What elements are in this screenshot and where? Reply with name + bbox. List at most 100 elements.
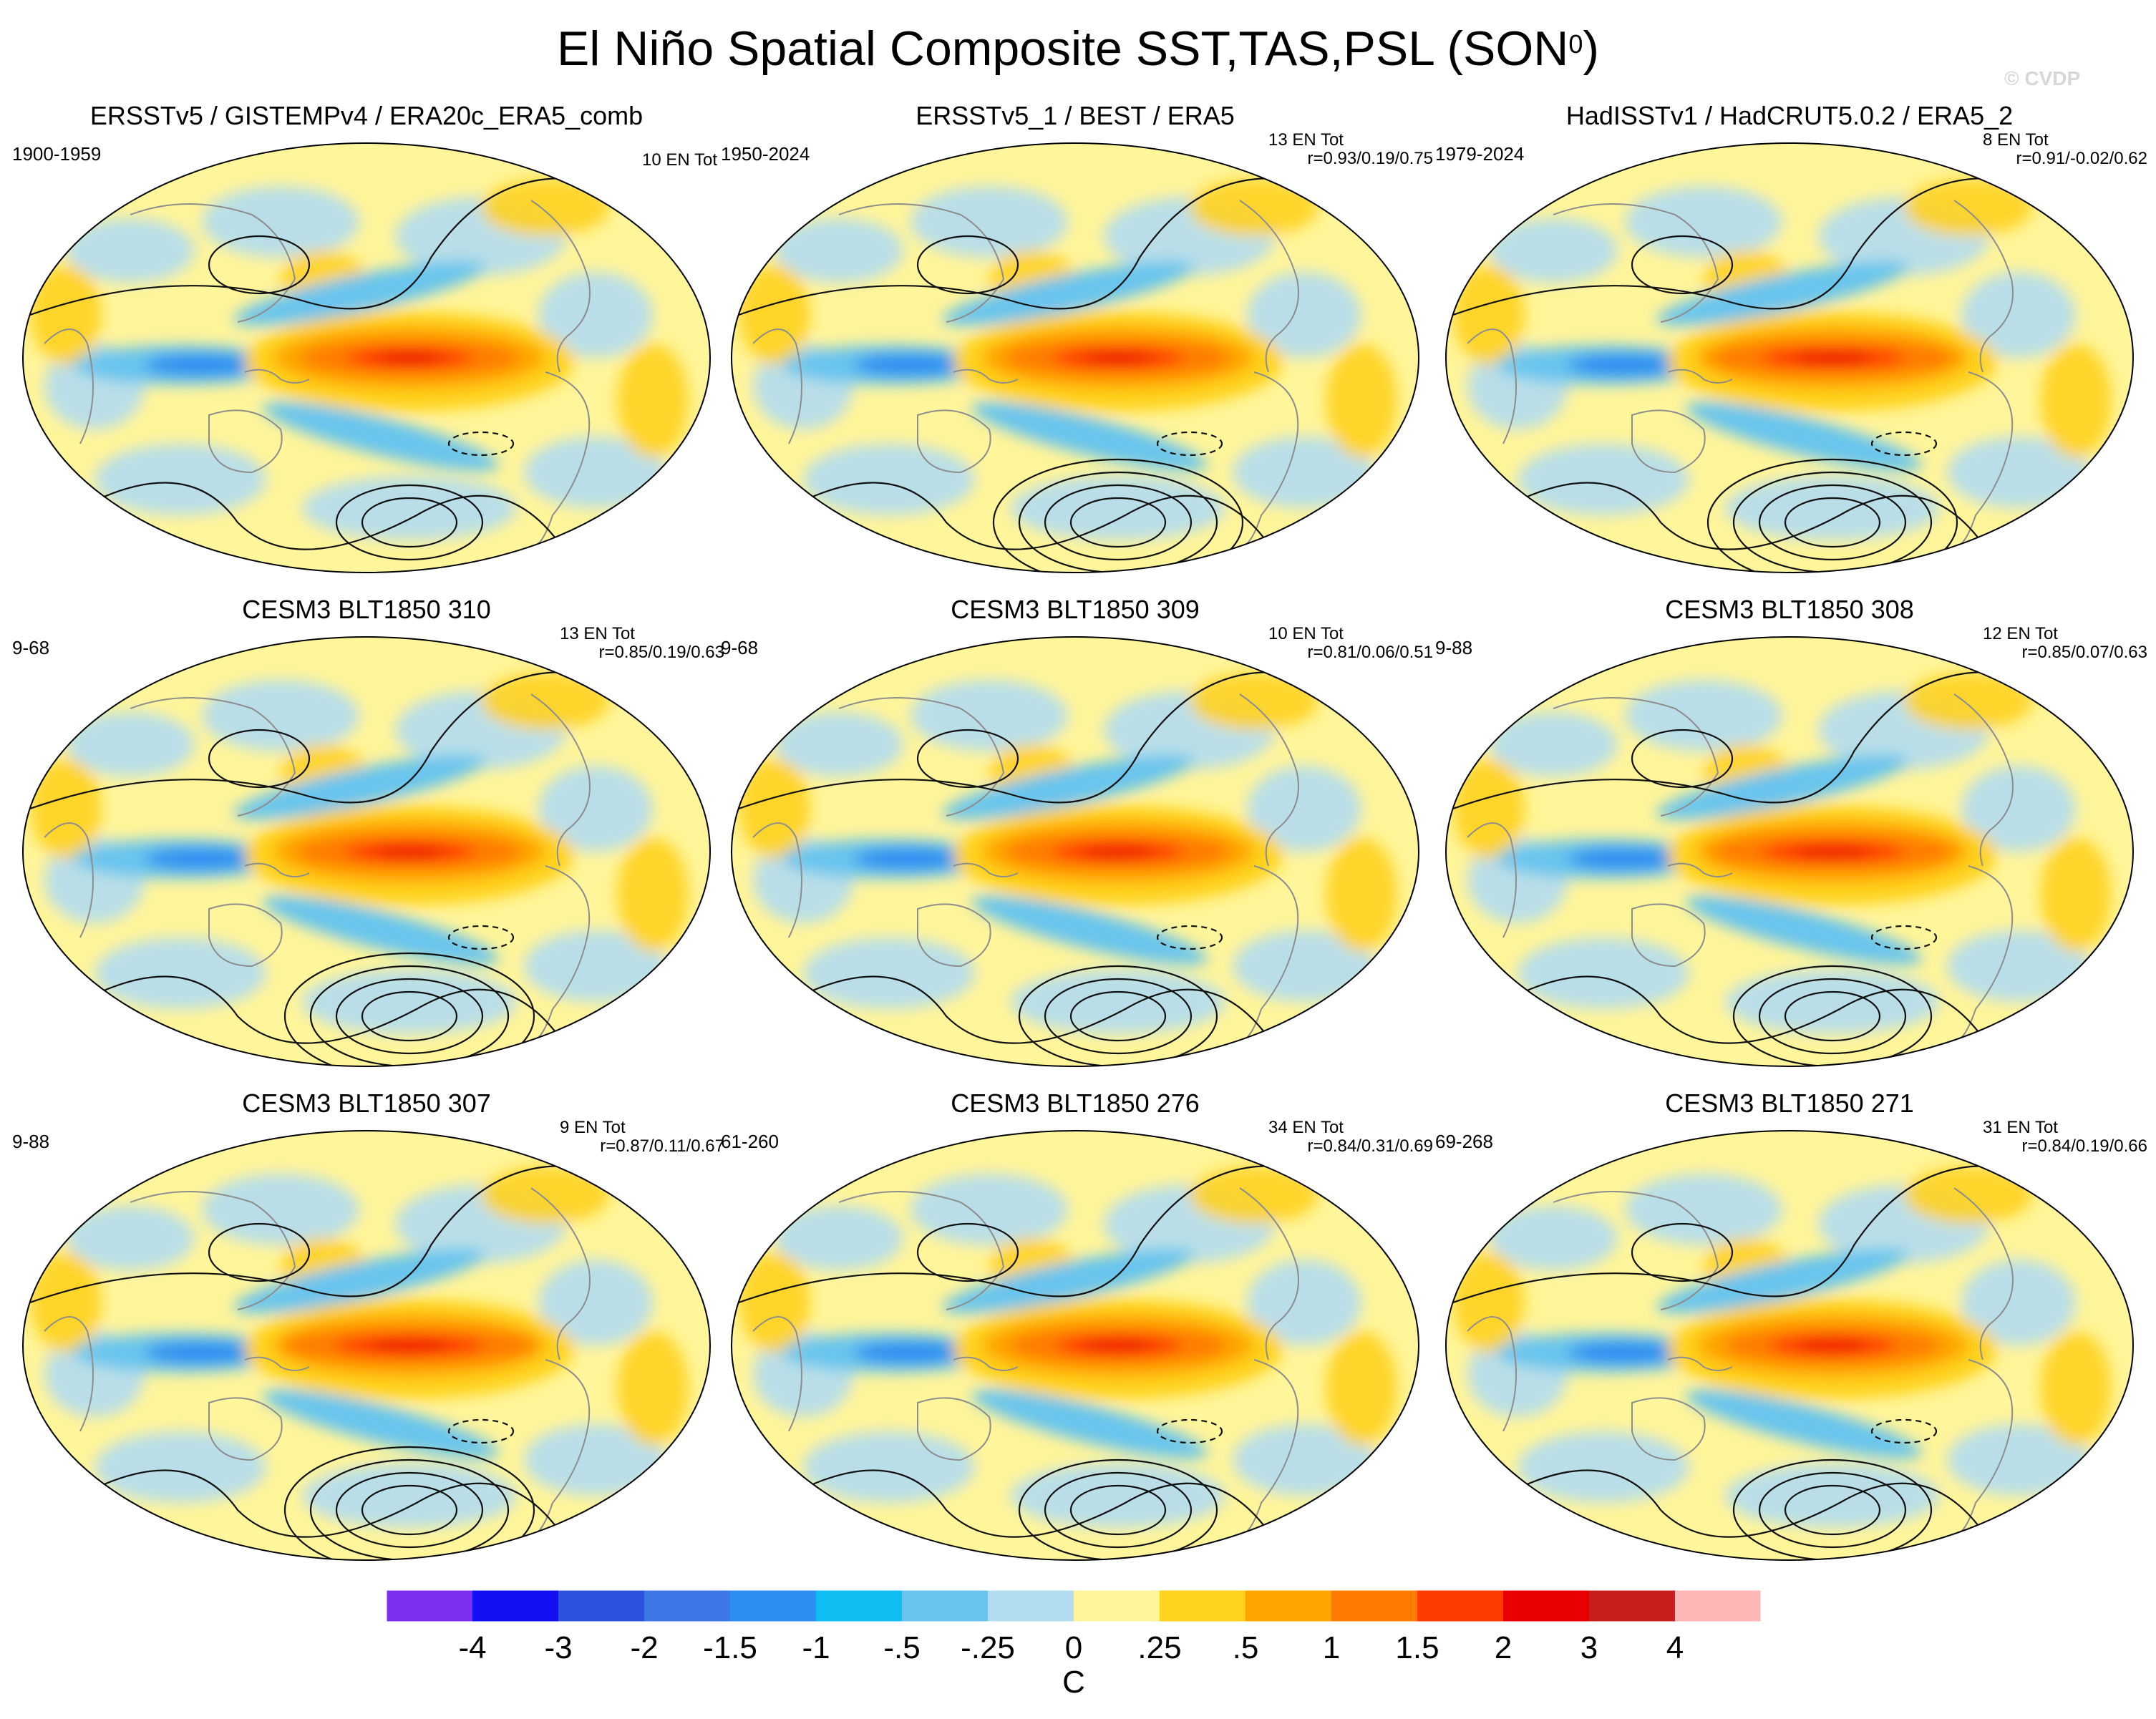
colorbar-tick-label: 3 [1580,1630,1598,1665]
coastline [1961,1359,2014,1532]
anomaly-patch [202,680,359,751]
coastline [530,693,591,867]
coastline [208,409,283,474]
west-pacific-cool-core [853,847,968,870]
north-pacific-cool [1656,260,1909,326]
map-frame [22,142,711,573]
coastline [1667,1356,1733,1371]
colorbar-unit: C [1062,1665,1085,1700]
anomaly-patch [1947,437,2090,508]
map-panel-2 [731,142,1419,573]
panel-event-count: 34 EN Tot [1268,1118,1344,1137]
psl-contour [29,671,575,810]
anomaly-patch [524,930,667,1002]
anomaly-patch [1489,712,1618,776]
figure-title: El Niño Spatial Composite SST,TAS,PSL (S… [0,20,2156,77]
colorbar-border [386,1589,1762,1622]
north-pacific-cool [941,260,1195,326]
psl-high-contour [361,1484,458,1536]
coastline [1246,1359,1299,1532]
anomaly-patch [1326,344,1397,458]
title-superscript: 0 [1568,29,1583,59]
colorbar-swatch [1245,1590,1331,1622]
panel-title: CESM3 BLT1850 271 [1665,1089,1914,1118]
psl-high-contour [1069,1484,1167,1536]
nino-warm-peak [1083,1340,1153,1351]
anomaly-patch [1518,1431,1689,1503]
coastline [244,862,310,877]
colorbar-swatch [1074,1590,1160,1622]
psl-high-contour [1732,965,1933,1066]
psl-contour [208,729,311,789]
psl-contour [738,1165,1283,1304]
psl-contour [788,975,1269,1044]
panel-title: CESM3 BLT1850 308 [1665,595,1914,624]
coastline [1631,903,1706,968]
colorbar [386,1589,1762,1622]
psl-high-contour [335,978,484,1055]
coastline [752,822,802,938]
anomaly-patch [1518,938,1689,1009]
psl-high-contour [1732,1459,1933,1560]
anomaly-patch [1625,1174,1782,1245]
anomaly-patch [302,1464,517,1528]
nino-warm-peak [373,846,446,857]
nino-warm-peak [1793,846,1872,857]
west-pacific-cool-core [145,354,259,376]
psl-low-contour [447,1418,515,1444]
panel-event-count: 8 EN Tot [1983,130,2049,150]
psl-high-contour [361,990,458,1042]
map-panel-9 [1445,1130,2134,1561]
coastline [1553,1191,1719,1310]
anomaly-patch [1011,476,1225,540]
anomaly-patch [30,1252,102,1353]
watermark: © CVDP [2004,67,2081,89]
coastline [917,903,991,968]
map-frame [1445,142,2134,573]
north-pacific-cool [1656,754,1909,820]
coastline [1961,371,2014,545]
colorbar-swatch [644,1590,730,1622]
coastline [1953,1187,2014,1360]
west-pacific-cool-core [1568,1341,1682,1364]
coastline [917,409,991,474]
anomaly-patch [481,179,610,236]
psl-contour [916,235,1019,295]
psl-contour [79,975,560,1044]
anomaly-patch [1904,673,2033,730]
coastline [1953,200,2014,373]
anomaly-patch [617,837,689,952]
anomaly-patch [481,1167,610,1224]
psl-contour [208,1222,311,1282]
anomaly-patch [1725,1464,1940,1528]
coastline [953,862,1019,877]
map-panels [22,142,2134,1561]
psl-high-contour [1706,458,1958,573]
psl-high-contour [335,1471,484,1549]
panel-correlation: r=0.81/0.06/0.51 [1307,643,1433,662]
psl-contour [916,729,1019,789]
coastline [1239,200,1299,373]
anomaly-patch [774,218,903,283]
colorbar-tick-label: -1 [802,1630,830,1665]
north-pacific-cool [941,754,1195,820]
psl-contour [29,1165,575,1304]
panel-correlation: r=0.85/0.07/0.63 [2021,643,2147,662]
colorbar-swatch [988,1590,1074,1622]
psl-contour [79,1469,560,1538]
coastline [838,697,1005,817]
north-pacific-cool [1656,1248,1909,1314]
coastline [208,903,283,968]
anomaly-patch [1233,930,1376,1002]
panel-period: 1900-1959 [12,143,102,165]
nino-warm-peak [368,1340,451,1351]
anomaly-patch [1326,1331,1397,1446]
psl-high-contour [361,497,458,548]
psl-contour [1631,235,1734,295]
colorbar-swatch [730,1590,816,1622]
coastline [530,1187,591,1360]
panel-event-count: 12 EN Tot [1983,624,2058,643]
psl-contour [1502,482,1983,550]
anomaly-patch [1625,186,1782,258]
map-frame [1445,1130,2134,1561]
